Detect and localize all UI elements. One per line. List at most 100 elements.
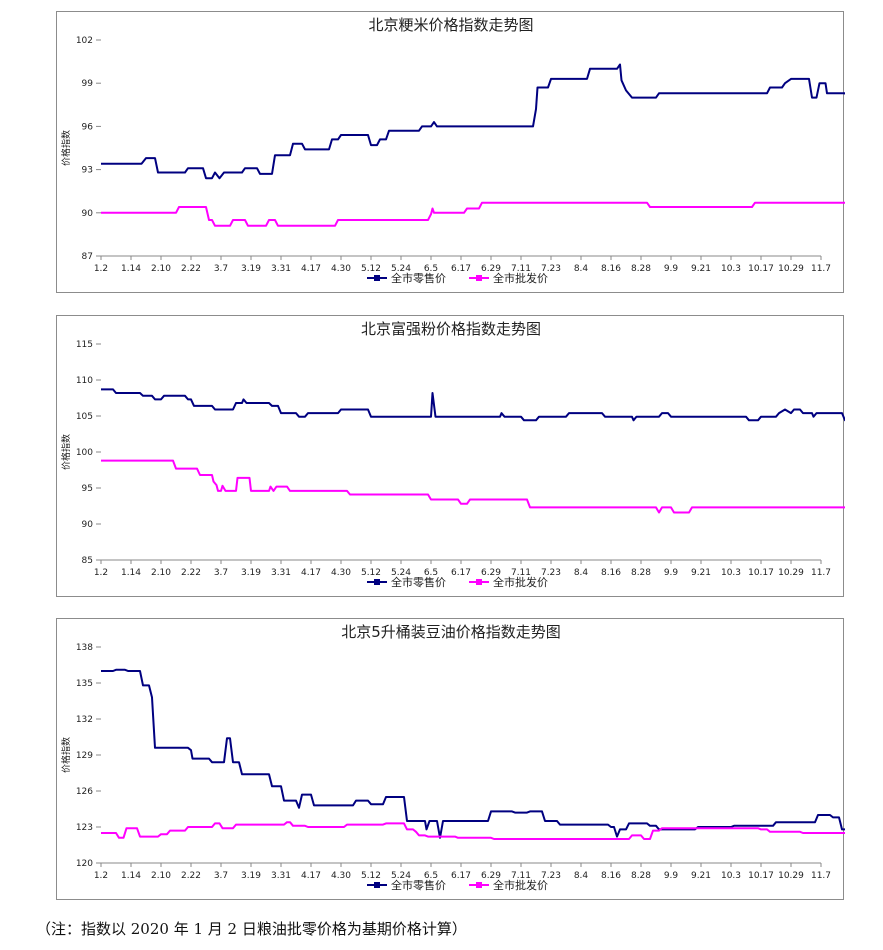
- x-tick-label: 6.29: [481, 871, 501, 881]
- y-tick-label: 95: [82, 484, 93, 494]
- x-tick-label: 5.12: [361, 871, 381, 881]
- x-tick-label: 11.7: [811, 264, 831, 274]
- x-tick-label: 11.7: [811, 568, 831, 578]
- x-tick-label: 3.19: [241, 568, 261, 578]
- x-tick-label: 1.14: [121, 871, 141, 881]
- legend-label-retail: 全市零售价: [391, 271, 446, 285]
- x-tick-label: 8.28: [631, 568, 651, 578]
- x-tick-label: 5.24: [391, 264, 411, 274]
- x-tick-label: 5.12: [361, 568, 381, 578]
- y-tick-label: 120: [76, 859, 93, 869]
- x-tick-label: 4.17: [301, 568, 321, 578]
- x-tick-label: 8.16: [601, 568, 621, 578]
- y-tick-label: 110: [76, 376, 93, 386]
- x-tick-label: 4.30: [331, 871, 351, 881]
- y-tick-label: 85: [82, 556, 93, 566]
- legend-label-wholesale: 全市批发价: [493, 878, 548, 892]
- x-tick-label: 8.4: [574, 264, 589, 274]
- x-tick-label: 7.23: [541, 568, 561, 578]
- x-tick-label: 2.10: [151, 568, 171, 578]
- y-tick-label: 102: [76, 36, 93, 46]
- chart-panel-oil: 北京5升桶装豆油价格指数走势图 价格指数 120 123 126 129 132 135 138…: [56, 618, 845, 900]
- x-tick-label: 7.11: [511, 568, 531, 578]
- x-tick-label: 9.21: [691, 264, 711, 274]
- legend-label-retail: 全市零售价: [391, 575, 446, 589]
- y-tick-label: 87: [82, 252, 93, 262]
- chart-title: 北京富强粉价格指数走势图: [361, 320, 541, 338]
- x-tick-label: 4.17: [301, 871, 321, 881]
- legend-swatch-marker-retail: [374, 275, 380, 281]
- x-tick-label: 10.29: [778, 568, 804, 578]
- y-tick-label: 100: [76, 448, 93, 458]
- series-line-wholesale: [101, 459, 845, 514]
- series-line-wholesale: [101, 201, 845, 227]
- y-tick-label: 105: [76, 412, 93, 422]
- x-tick-label: 1.2: [94, 264, 108, 274]
- y-tick-label: 93: [82, 166, 93, 176]
- legend-swatch-marker-wholesale: [476, 579, 482, 585]
- x-tick-label: 6.5: [424, 871, 438, 881]
- footnote: （注：指数以 2020 年 1 月 2 日粮油批零价格为基期价格计算）: [36, 920, 467, 938]
- x-tick-label: 3.19: [241, 264, 261, 274]
- x-tick-label: 1.2: [94, 568, 108, 578]
- x-tick-label: 7.23: [541, 264, 561, 274]
- legend-swatch-marker-retail: [374, 579, 380, 585]
- x-tick-label: 4.30: [331, 264, 351, 274]
- x-tick-label: 2.22: [181, 568, 201, 578]
- legend-swatch-marker-wholesale: [476, 275, 482, 281]
- x-tick-label: 6.17: [451, 264, 471, 274]
- x-tick-label: 7.11: [511, 264, 531, 274]
- legend-label-wholesale: 全市批发价: [493, 271, 548, 285]
- x-tick-label: 6.17: [451, 568, 471, 578]
- x-tick-label: 9.9: [664, 871, 679, 881]
- x-tick-label: 5.24: [391, 568, 411, 578]
- x-tick-label: 7.23: [541, 871, 561, 881]
- x-tick-label: 6.17: [451, 871, 471, 881]
- x-tick-label: 5.12: [361, 264, 381, 274]
- x-tick-label: 10.3: [721, 264, 741, 274]
- x-tick-label: 10.3: [721, 871, 741, 881]
- legend-label-retail: 全市零售价: [391, 878, 446, 892]
- y-tick-label: 138: [76, 643, 93, 653]
- y-tick-label: 115: [76, 340, 93, 350]
- x-tick-label: 10.29: [778, 264, 804, 274]
- legend-swatch-marker-retail: [374, 882, 380, 888]
- y-tick-label: 90: [82, 520, 94, 530]
- x-tick-label: 11.7: [811, 871, 831, 881]
- x-tick-label: 1.14: [121, 264, 141, 274]
- x-tick-label: 8.28: [631, 264, 651, 274]
- y-axis-label: 价格指数: [60, 434, 72, 470]
- x-tick-label: 1.14: [121, 568, 141, 578]
- x-tick-label: 7.11: [511, 871, 531, 881]
- x-tick-label: 4.30: [331, 568, 351, 578]
- x-tick-label: 10.17: [748, 871, 774, 881]
- y-tick-label: 90: [82, 209, 94, 219]
- x-tick-label: 3.7: [214, 568, 228, 578]
- x-tick-label: 9.21: [691, 871, 711, 881]
- x-tick-label: 10.3: [721, 568, 741, 578]
- x-tick-label: 8.28: [631, 871, 651, 881]
- x-tick-label: 5.24: [391, 871, 411, 881]
- x-tick-label: 8.16: [601, 264, 621, 274]
- chart-title: 北京5升桶装豆油价格指数走势图: [341, 623, 561, 641]
- x-tick-label: 3.31: [271, 264, 291, 274]
- x-tick-label: 2.10: [151, 264, 171, 274]
- x-tick-label: 3.31: [271, 568, 291, 578]
- y-tick-label: 132: [76, 715, 93, 725]
- x-tick-label: 6.29: [481, 568, 501, 578]
- legend-swatch-marker-wholesale: [476, 882, 482, 888]
- x-tick-label: 9.9: [664, 264, 679, 274]
- x-tick-label: 4.17: [301, 264, 321, 274]
- x-tick-label: 8.4: [574, 871, 589, 881]
- y-axis-label: 价格指数: [60, 737, 72, 773]
- x-tick-label: 9.21: [691, 568, 711, 578]
- x-tick-label: 3.7: [214, 264, 228, 274]
- series-line-retail: [101, 388, 845, 422]
- y-tick-label: 129: [76, 751, 93, 761]
- x-tick-label: 6.5: [424, 264, 438, 274]
- y-tick-label: 96: [82, 122, 94, 132]
- series-line-wholesale: [101, 821, 845, 840]
